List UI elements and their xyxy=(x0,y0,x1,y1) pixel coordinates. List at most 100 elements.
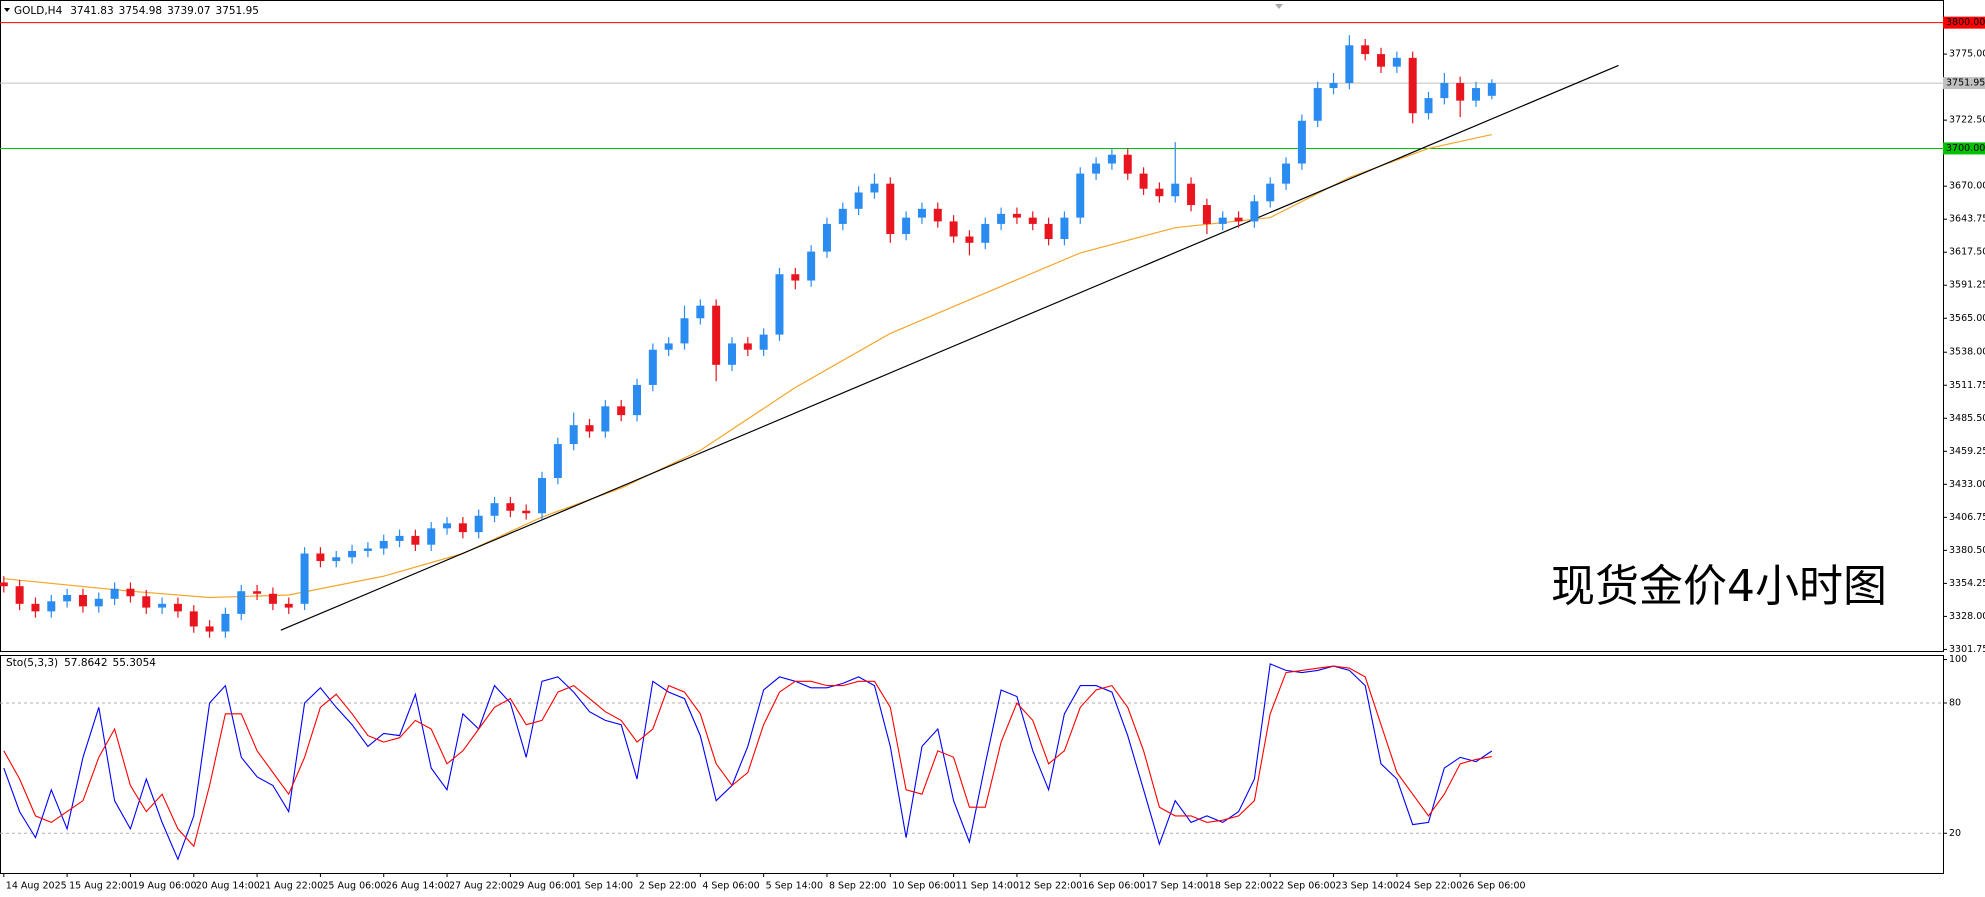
candle-body xyxy=(997,213,1006,224)
header-close: 3751.95 xyxy=(216,5,259,17)
candle-body xyxy=(205,626,214,632)
candle-body xyxy=(791,274,800,281)
candle-body xyxy=(316,553,325,562)
x-tick-label: 15 Aug 22:00 xyxy=(69,881,133,892)
candle-body xyxy=(569,425,578,445)
candle-body xyxy=(31,603,40,612)
x-tick-label: 8 Sep 22:00 xyxy=(829,881,886,892)
stochastic-y-tick-label: 100 xyxy=(1949,654,1967,665)
candle-body xyxy=(553,444,562,479)
candle-body xyxy=(917,208,926,218)
stochastic-y-tick-label: 80 xyxy=(1949,697,1961,708)
candle-body xyxy=(870,183,879,193)
x-tick-label: 18 Sep 22:00 xyxy=(1209,881,1272,892)
candle-body xyxy=(759,334,768,350)
candle-body xyxy=(522,510,531,514)
candle-body xyxy=(443,523,452,529)
candle-body xyxy=(838,208,847,224)
stochastic-panel-frame xyxy=(0,655,1944,874)
symbol: GOLD,H4 xyxy=(14,5,63,17)
y-tick-label: 3328.00 xyxy=(1949,611,1985,622)
candle-body xyxy=(680,318,689,344)
candle-body xyxy=(1234,217,1243,222)
candle-body xyxy=(173,603,182,612)
candle-body xyxy=(1028,217,1037,224)
price-level-box xyxy=(1943,142,1985,155)
candle-body xyxy=(633,384,642,416)
candle-body xyxy=(63,595,72,602)
candle-body xyxy=(47,601,56,612)
candle-body xyxy=(1202,205,1211,224)
x-tick-label: 10 Sep 06:00 xyxy=(892,881,955,892)
candle-body xyxy=(664,343,673,350)
candle-body xyxy=(1361,45,1370,55)
x-tick-label: 14 Aug 2025 xyxy=(6,881,67,892)
x-tick-label: 21 Aug 22:00 xyxy=(259,881,323,892)
candle-body xyxy=(886,183,895,234)
x-tick-label: 2 Sep 22:00 xyxy=(639,881,696,892)
candle-body xyxy=(94,598,103,607)
shift-marker xyxy=(1275,4,1283,9)
candle-body xyxy=(268,593,277,604)
candle-body xyxy=(1487,83,1496,96)
candle-body xyxy=(1424,98,1433,114)
y-tick-label: 3485.50 xyxy=(1949,413,1985,424)
candle-body xyxy=(1123,154,1132,174)
candle-body xyxy=(1329,83,1338,89)
x-tick-label: 22 Sep 06:00 xyxy=(1272,881,1335,892)
stochastic-line xyxy=(3,665,1492,848)
x-tick-label: 26 Sep 06:00 xyxy=(1462,881,1525,892)
y-tick-label: 3591.25 xyxy=(1949,280,1985,291)
candle-body xyxy=(775,274,784,335)
main-panel-frame xyxy=(0,0,1944,652)
candle-body xyxy=(1076,173,1085,218)
candle-body xyxy=(506,503,515,511)
x-tick-label: 5 Sep 14:00 xyxy=(766,881,823,892)
annotation: 现货金价4小时图 xyxy=(1551,561,1887,612)
price-level-label: 3800.00 xyxy=(1946,17,1985,28)
x-tick-label: 19 Aug 06:00 xyxy=(132,881,196,892)
candle-body xyxy=(126,588,135,597)
price-level-label: 3700.00 xyxy=(1946,143,1985,154)
stochastic-y-tick-label: 20 xyxy=(1949,828,1961,839)
candle-body xyxy=(78,595,87,607)
y-tick-label: 3354.25 xyxy=(1949,578,1985,589)
stochastic-line xyxy=(3,663,1493,861)
candle-body xyxy=(933,208,942,222)
candle-body xyxy=(949,221,958,237)
candle-body xyxy=(1472,88,1481,101)
candle-body xyxy=(981,223,990,243)
x-tick-label: 27 Aug 22:00 xyxy=(449,881,513,892)
candle-body xyxy=(300,553,309,604)
menu-arrow[interactable] xyxy=(4,8,10,12)
candle-body xyxy=(253,591,262,594)
y-tick-label: 3775.00 xyxy=(1949,49,1985,60)
candle-body xyxy=(490,503,499,516)
candle-body xyxy=(1155,188,1164,197)
stochastic-main-value: 57.8642 xyxy=(64,657,107,669)
candle-body xyxy=(807,251,816,281)
price-level-label: 3751.95 xyxy=(1946,78,1985,89)
stochastic-title: Sto(5,3,3) xyxy=(6,657,58,669)
candle-body xyxy=(1187,183,1196,206)
candle-body xyxy=(1440,83,1449,99)
header-low: 3739.07 xyxy=(167,5,210,17)
candle-body xyxy=(1297,120,1306,164)
candle-body xyxy=(743,343,752,350)
y-tick-label: 3301.75 xyxy=(1949,644,1985,655)
y-tick-label: 3617.50 xyxy=(1949,247,1985,258)
candle-body xyxy=(395,535,404,541)
x-tick-label: 25 Aug 06:00 xyxy=(322,881,386,892)
candle-body xyxy=(538,478,547,514)
y-tick-label: 3380.50 xyxy=(1949,545,1985,556)
y-tick-label: 3670.00 xyxy=(1949,181,1985,192)
trendline xyxy=(280,64,1619,631)
candle-body xyxy=(617,406,626,416)
candle-body xyxy=(1392,57,1401,67)
price-level-box xyxy=(1943,16,1985,29)
chart-header: GOLD,H4 3741.83 3754.98 3739.07 3751.95 xyxy=(14,5,259,17)
candle-body xyxy=(822,223,831,252)
candle-body xyxy=(1250,201,1259,222)
y-tick-label: 3406.75 xyxy=(1949,512,1985,523)
